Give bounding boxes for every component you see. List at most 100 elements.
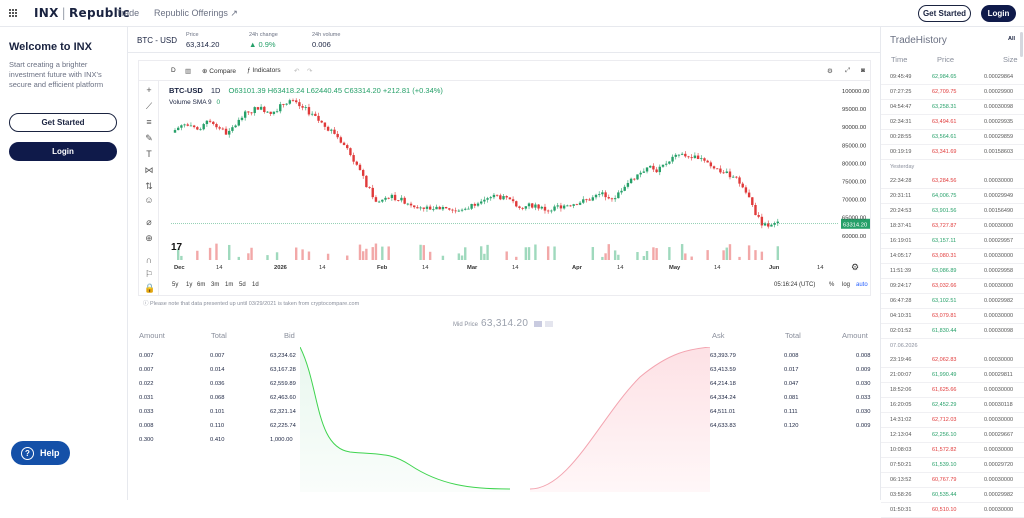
y-tick-label: 85000.00 [842,143,866,149]
bid-total: 0.007 [210,353,225,359]
compare-icon: ⊕ [202,68,210,75]
range-1y[interactable]: 1y [186,282,193,288]
undo-icon[interactable]: ↶ [294,68,300,75]
ask-total: 0.111 [784,409,798,415]
auto-toggle[interactable]: auto [856,282,868,288]
range-bar: 5y 1y 6m 3m 1m 5d 1d 05:16:24 (UTC) % lo… [158,282,871,294]
candle-body [773,223,776,225]
bid-total: 0.410 [210,437,225,443]
trade-price: 63,102.51 [932,298,957,304]
prediction-icon[interactable]: ⇅ [145,181,153,191]
brush-icon[interactable]: ✎ [145,133,153,143]
x-tick-label: 14 [817,265,824,271]
y-tick-label: 80000.00 [842,161,866,167]
range-5d[interactable]: 5d [239,282,246,288]
bid-price[interactable]: 63,167.28 [270,367,296,373]
help-button[interactable]: ? Help [11,441,70,465]
emoji-icon[interactable]: ☺ [144,195,154,205]
candle-body [381,199,384,202]
candle-body [288,100,292,104]
trendline-icon[interactable]: ⟋ [145,101,153,111]
candle-body [323,122,327,127]
log-toggle[interactable]: log [842,282,851,288]
range-3m[interactable]: 3m [211,282,220,288]
axis-settings-icon[interactable]: ⚙ [851,262,859,272]
pattern-icon[interactable]: ⋈ [144,165,154,175]
settings-icon[interactable]: ⚙ [827,68,833,75]
bid-price[interactable]: 62,559.89 [270,381,296,387]
zoom-icon[interactable]: ⊕ [145,233,153,243]
crosshair-icon[interactable]: + [146,85,152,95]
trade-price: 63,080.31 [932,253,957,259]
bid-price[interactable]: 63,234.62 [270,353,296,359]
volume-bar [228,244,231,260]
candle-body [457,210,461,212]
camera-icon[interactable]: ◙ [861,67,865,74]
scrollbar[interactable] [1020,32,1023,57]
trade-row: 20:24:53 63,901.56 0.00156490 [881,204,1024,219]
candle-body [390,194,394,199]
trade-size: 0.00030000 [984,283,1014,289]
lock-icon[interactable]: 🔒 [144,283,156,293]
bid-price[interactable]: 62,225.74 [270,423,296,429]
candle-body [186,124,189,126]
candle-body [652,165,655,170]
percent-toggle[interactable]: % [829,282,835,288]
apps-grid-icon[interactable] [9,9,18,18]
size-header: Size [1003,55,1018,64]
volume-bar [215,243,218,260]
magnet-icon[interactable]: ∩ [145,255,153,265]
candle-body [690,157,693,159]
ask-price[interactable]: 64,633.83 [710,423,736,429]
change-value: ▲ 0.9% [249,40,276,49]
mid-price-increase-button[interactable] [544,321,553,328]
candle-body [492,194,496,198]
ruler-icon[interactable]: ⌀ [146,217,152,227]
price-chart[interactable]: D ▥ ⊕ Compare ƒ Indicators ↶ ↷ ⚙ ⤢ ◙ + ⟋… [138,60,871,296]
chart-clock: 05:16:24 (UTC) [774,282,816,288]
ask-price[interactable]: 64,334.24 [710,395,736,401]
ask-price[interactable]: 64,214.18 [710,381,736,387]
trade-time: 04:10:31 [890,313,912,319]
volume-bar [722,250,725,260]
indicators-button[interactable]: ƒ Indicators [247,67,281,74]
text-icon[interactable]: T [146,149,152,159]
fullscreen-icon[interactable]: ⤢ [845,67,851,74]
ask-price[interactable]: 64,511.01 [710,409,736,415]
volume-bar [365,248,368,260]
ask-price[interactable]: 63,393.79 [710,353,736,359]
get-started-button[interactable]: Get Started [918,5,971,22]
chart-legend: BTC-USD 1D O63101.39 H63418.24 L62440.45… [169,86,443,95]
range-6m[interactable]: 6m [197,282,206,288]
trade-size: 0.00030000 [984,507,1014,513]
range-1d[interactable]: 1d [252,282,259,288]
trade-filter-all[interactable]: All [1008,36,1016,42]
nav-republic-offerings[interactable]: Republic Offerings ↗ [154,8,238,18]
panel-get-started-button[interactable]: Get Started [9,113,117,132]
ask-amount: 0.030 [856,381,871,387]
candle-body [537,204,540,209]
redo-icon[interactable]: ↷ [307,68,313,75]
bid-price[interactable]: 62,321.14 [270,409,296,415]
interval-selector[interactable]: D [171,67,176,74]
compare-button[interactable]: ⊕ Compare [202,67,236,75]
bid-price[interactable]: 1,000.00 [270,437,293,443]
panel-login-button[interactable]: Login [9,142,117,161]
lock-drawings-icon[interactable]: ⚐ [144,269,154,279]
range-5y[interactable]: 5y [172,282,179,288]
nav-trade[interactable]: Trade [116,8,140,18]
candle-body [310,113,314,115]
ask-price[interactable]: 63,413.59 [710,367,736,373]
mid-price-decrease-button[interactable] [533,321,542,328]
pair-selector[interactable]: BTC - USD [137,36,177,45]
login-button[interactable]: Login [981,5,1016,22]
bid-price[interactable]: 62,463.60 [270,395,296,401]
logo[interactable]: INX | Republic [34,6,130,20]
candle-body [585,199,588,201]
fib-icon[interactable]: ≡ [146,117,152,127]
y-tick-label: 75000.00 [842,179,866,185]
range-1m[interactable]: 1m [225,282,234,288]
candles-icon[interactable]: ▥ [185,68,192,75]
bid-amount: 0.008 [139,423,154,429]
candle-body [479,201,483,204]
